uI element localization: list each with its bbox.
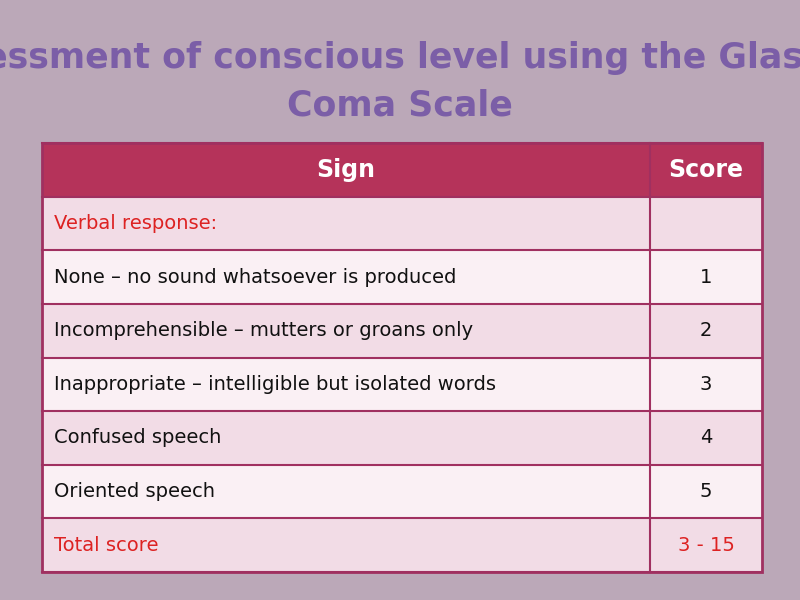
Text: Total score: Total score — [54, 536, 158, 554]
Bar — [42, 411, 762, 465]
Bar — [42, 143, 762, 197]
Text: Score: Score — [669, 158, 743, 182]
Text: Confused speech: Confused speech — [54, 428, 222, 448]
Text: 4: 4 — [700, 428, 712, 448]
Bar — [42, 304, 762, 358]
Text: 5: 5 — [700, 482, 712, 501]
Text: Inappropriate – intelligible but isolated words: Inappropriate – intelligible but isolate… — [54, 375, 496, 394]
Bar — [42, 143, 762, 572]
Text: 1: 1 — [700, 268, 712, 287]
Bar — [42, 358, 762, 411]
Text: Incomprehensible – mutters or groans only: Incomprehensible – mutters or groans onl… — [54, 321, 473, 340]
Text: Coma Scale: Coma Scale — [287, 88, 513, 122]
Bar — [42, 518, 762, 572]
Bar — [42, 465, 762, 518]
Text: 2: 2 — [700, 321, 712, 340]
Text: Sign: Sign — [317, 158, 375, 182]
Text: Oriented speech: Oriented speech — [54, 482, 215, 501]
Text: None – no sound whatsoever is produced: None – no sound whatsoever is produced — [54, 268, 456, 287]
Bar — [42, 197, 762, 250]
Text: Assessment of conscious level using the Glasgow: Assessment of conscious level using the … — [0, 41, 800, 75]
Bar — [42, 250, 762, 304]
Text: Verbal response:: Verbal response: — [54, 214, 217, 233]
Text: 3: 3 — [700, 375, 712, 394]
Text: 3 - 15: 3 - 15 — [678, 536, 734, 554]
